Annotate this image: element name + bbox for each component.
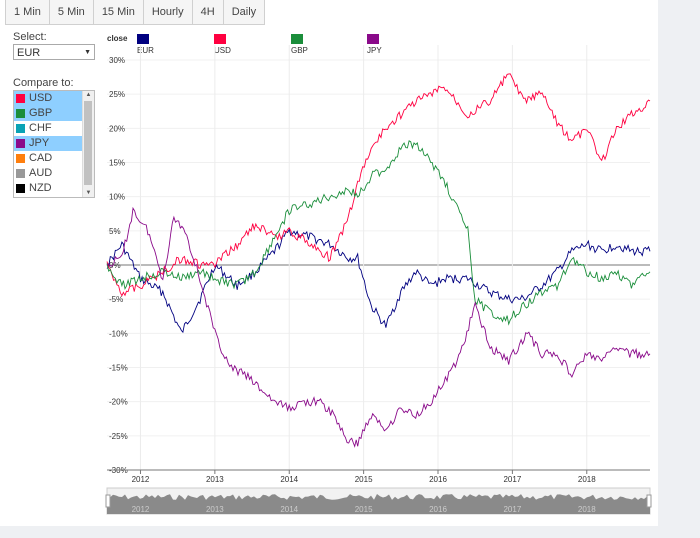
legend-title: close xyxy=(107,34,128,43)
y-tick-label: 10% xyxy=(109,193,125,202)
y-tick-label: 5% xyxy=(109,227,121,236)
x-tick-label: 2016 xyxy=(429,475,447,484)
y-tick-label: 25% xyxy=(109,90,125,99)
color-swatch-icon xyxy=(16,184,25,193)
navigator-tick-label: 2014 xyxy=(280,505,298,514)
legend-item-jpy[interactable]: JPY xyxy=(367,34,382,56)
color-swatch-icon xyxy=(16,94,25,103)
legend-swatch-icon xyxy=(214,34,226,44)
y-tick-label: 15% xyxy=(109,159,125,168)
navigator-tick-label: 2018 xyxy=(578,505,596,514)
scrollbar-thumb[interactable] xyxy=(84,101,92,185)
compare-item-gbp[interactable]: GBP xyxy=(14,106,94,121)
legend-swatch-icon xyxy=(291,34,303,44)
compare-item-label: AUD xyxy=(29,167,53,179)
navigator-left-handle[interactable] xyxy=(105,494,111,508)
tab-5-min[interactable]: 5 Min xyxy=(50,0,94,24)
compare-listbox[interactable]: USD GBP CHF JPY CAD AUD NZD ▲ ▼ xyxy=(13,90,95,198)
compare-item-label: USD xyxy=(29,92,53,104)
color-swatch-icon xyxy=(16,169,25,178)
x-tick-label: 2015 xyxy=(355,475,373,484)
legend-item-eur[interactable]: EUR xyxy=(137,34,154,56)
legend-swatch-icon xyxy=(137,34,149,44)
tab-hourly[interactable]: Hourly xyxy=(144,0,193,24)
compare-label: Compare to: xyxy=(13,77,74,89)
legend-label: USD xyxy=(214,46,231,55)
compare-item-label: CHF xyxy=(29,122,52,134)
navigator-tick-label: 2016 xyxy=(429,505,447,514)
y-tick-label: -5% xyxy=(109,295,123,304)
chart-app: 1 Min 5 Min 15 Min Hourly 4H Daily Selec… xyxy=(0,0,658,526)
y-tick-label: -15% xyxy=(109,364,128,373)
y-tick-label: -25% xyxy=(109,432,128,441)
legend-label: JPY xyxy=(367,46,382,55)
legend-item-gbp[interactable]: GBP xyxy=(291,34,308,56)
interval-tabs: 1 Min 5 Min 15 Min Hourly 4H Daily xyxy=(5,0,266,25)
tab-4h[interactable]: 4H xyxy=(193,0,224,24)
legend-item-usd[interactable]: USD xyxy=(214,34,231,56)
color-swatch-icon xyxy=(16,109,25,118)
tab-15-min[interactable]: 15 Min xyxy=(94,0,144,24)
series-line-eur xyxy=(106,228,651,334)
color-swatch-icon xyxy=(16,139,25,148)
y-tick-label: 30% xyxy=(109,56,125,65)
x-tick-label: 2017 xyxy=(503,475,521,484)
compare-item-label: NZD xyxy=(29,182,52,194)
legend-swatch-icon xyxy=(367,34,379,44)
legend-label: GBP xyxy=(291,46,308,55)
compare-item-label: CAD xyxy=(29,152,53,164)
legend-label: EUR xyxy=(137,46,154,55)
line-chart: 30%25%20%15%10%5%0%-5%-10%-15%-20%-25%-3… xyxy=(105,45,652,515)
tab-1-min[interactable]: 1 Min xyxy=(6,0,50,24)
x-tick-label: 2018 xyxy=(578,475,596,484)
navigator-tick-label: 2012 xyxy=(132,505,150,514)
scroll-down-icon[interactable]: ▼ xyxy=(85,190,92,196)
compare-item-jpy[interactable]: JPY xyxy=(14,136,94,151)
navigator-tick-label: 2015 xyxy=(355,505,373,514)
compare-item-label: JPY xyxy=(29,137,50,149)
y-tick-label: -10% xyxy=(109,329,128,338)
color-swatch-icon xyxy=(16,154,25,163)
navigator-right-handle[interactable] xyxy=(646,494,652,508)
y-tick-label: 20% xyxy=(109,124,125,133)
series-line-gbp xyxy=(106,140,651,326)
x-tick-label: 2014 xyxy=(280,475,298,484)
compare-item-usd[interactable]: USD xyxy=(14,91,94,106)
compare-item-chf[interactable]: CHF xyxy=(14,121,94,136)
color-swatch-icon xyxy=(16,124,25,133)
y-tick-label: 0% xyxy=(109,261,121,270)
x-tick-label: 2013 xyxy=(206,475,224,484)
tab-daily[interactable]: Daily xyxy=(231,6,257,18)
y-tick-label: -20% xyxy=(109,398,128,407)
x-tick-label: 2012 xyxy=(132,475,150,484)
navigator-area xyxy=(107,494,650,514)
scroll-up-icon[interactable]: ▲ xyxy=(85,92,92,98)
currency-select-value: EUR xyxy=(17,47,41,59)
compare-item-label: GBP xyxy=(29,107,53,119)
dropdown-arrow-icon: ▼ xyxy=(84,49,91,56)
select-label: Select: xyxy=(13,31,47,43)
series-line-jpy xyxy=(106,206,651,448)
navigator-tick-label: 2013 xyxy=(206,505,224,514)
listbox-scrollbar[interactable]: ▲ ▼ xyxy=(82,91,94,197)
compare-item-aud[interactable]: AUD xyxy=(14,166,94,181)
compare-item-nzd[interactable]: NZD xyxy=(14,181,94,196)
series-line-usd xyxy=(106,73,651,297)
navigator-tick-label: 2017 xyxy=(503,505,521,514)
compare-item-cad[interactable]: CAD xyxy=(14,151,94,166)
currency-select[interactable]: EUR ▼ xyxy=(13,44,95,60)
